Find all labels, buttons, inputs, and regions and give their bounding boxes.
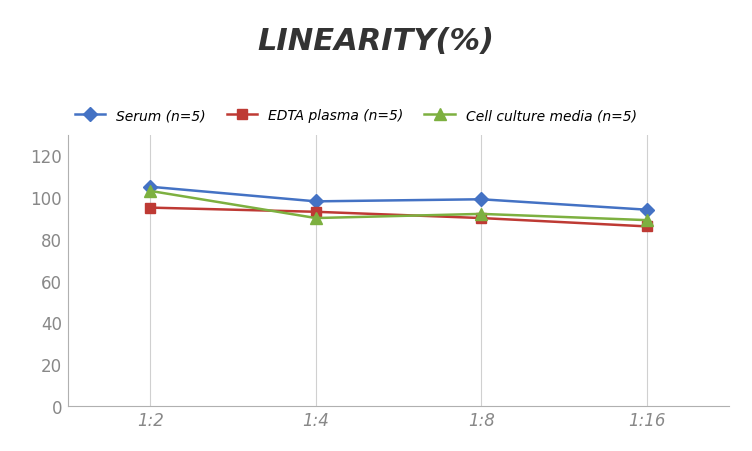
Cell culture media (n=5)	[311, 216, 320, 221]
Line: Cell culture media (n=5): Cell culture media (n=5)	[145, 186, 652, 226]
Text: LINEARITY(%): LINEARITY(%)	[257, 27, 495, 56]
EDTA plasma (n=5)	[642, 224, 651, 230]
EDTA plasma (n=5)	[146, 206, 155, 211]
Serum (n=5)	[146, 184, 155, 190]
Cell culture media (n=5)	[477, 212, 486, 217]
Serum (n=5)	[311, 199, 320, 205]
EDTA plasma (n=5)	[477, 216, 486, 221]
Line: EDTA plasma (n=5): EDTA plasma (n=5)	[146, 203, 651, 232]
Legend: Serum (n=5), EDTA plasma (n=5), Cell culture media (n=5): Serum (n=5), EDTA plasma (n=5), Cell cul…	[74, 109, 637, 123]
Cell culture media (n=5)	[642, 218, 651, 223]
EDTA plasma (n=5)	[311, 210, 320, 215]
Serum (n=5)	[477, 197, 486, 202]
Serum (n=5)	[642, 207, 651, 213]
Cell culture media (n=5)	[146, 189, 155, 194]
Line: Serum (n=5): Serum (n=5)	[146, 183, 651, 215]
